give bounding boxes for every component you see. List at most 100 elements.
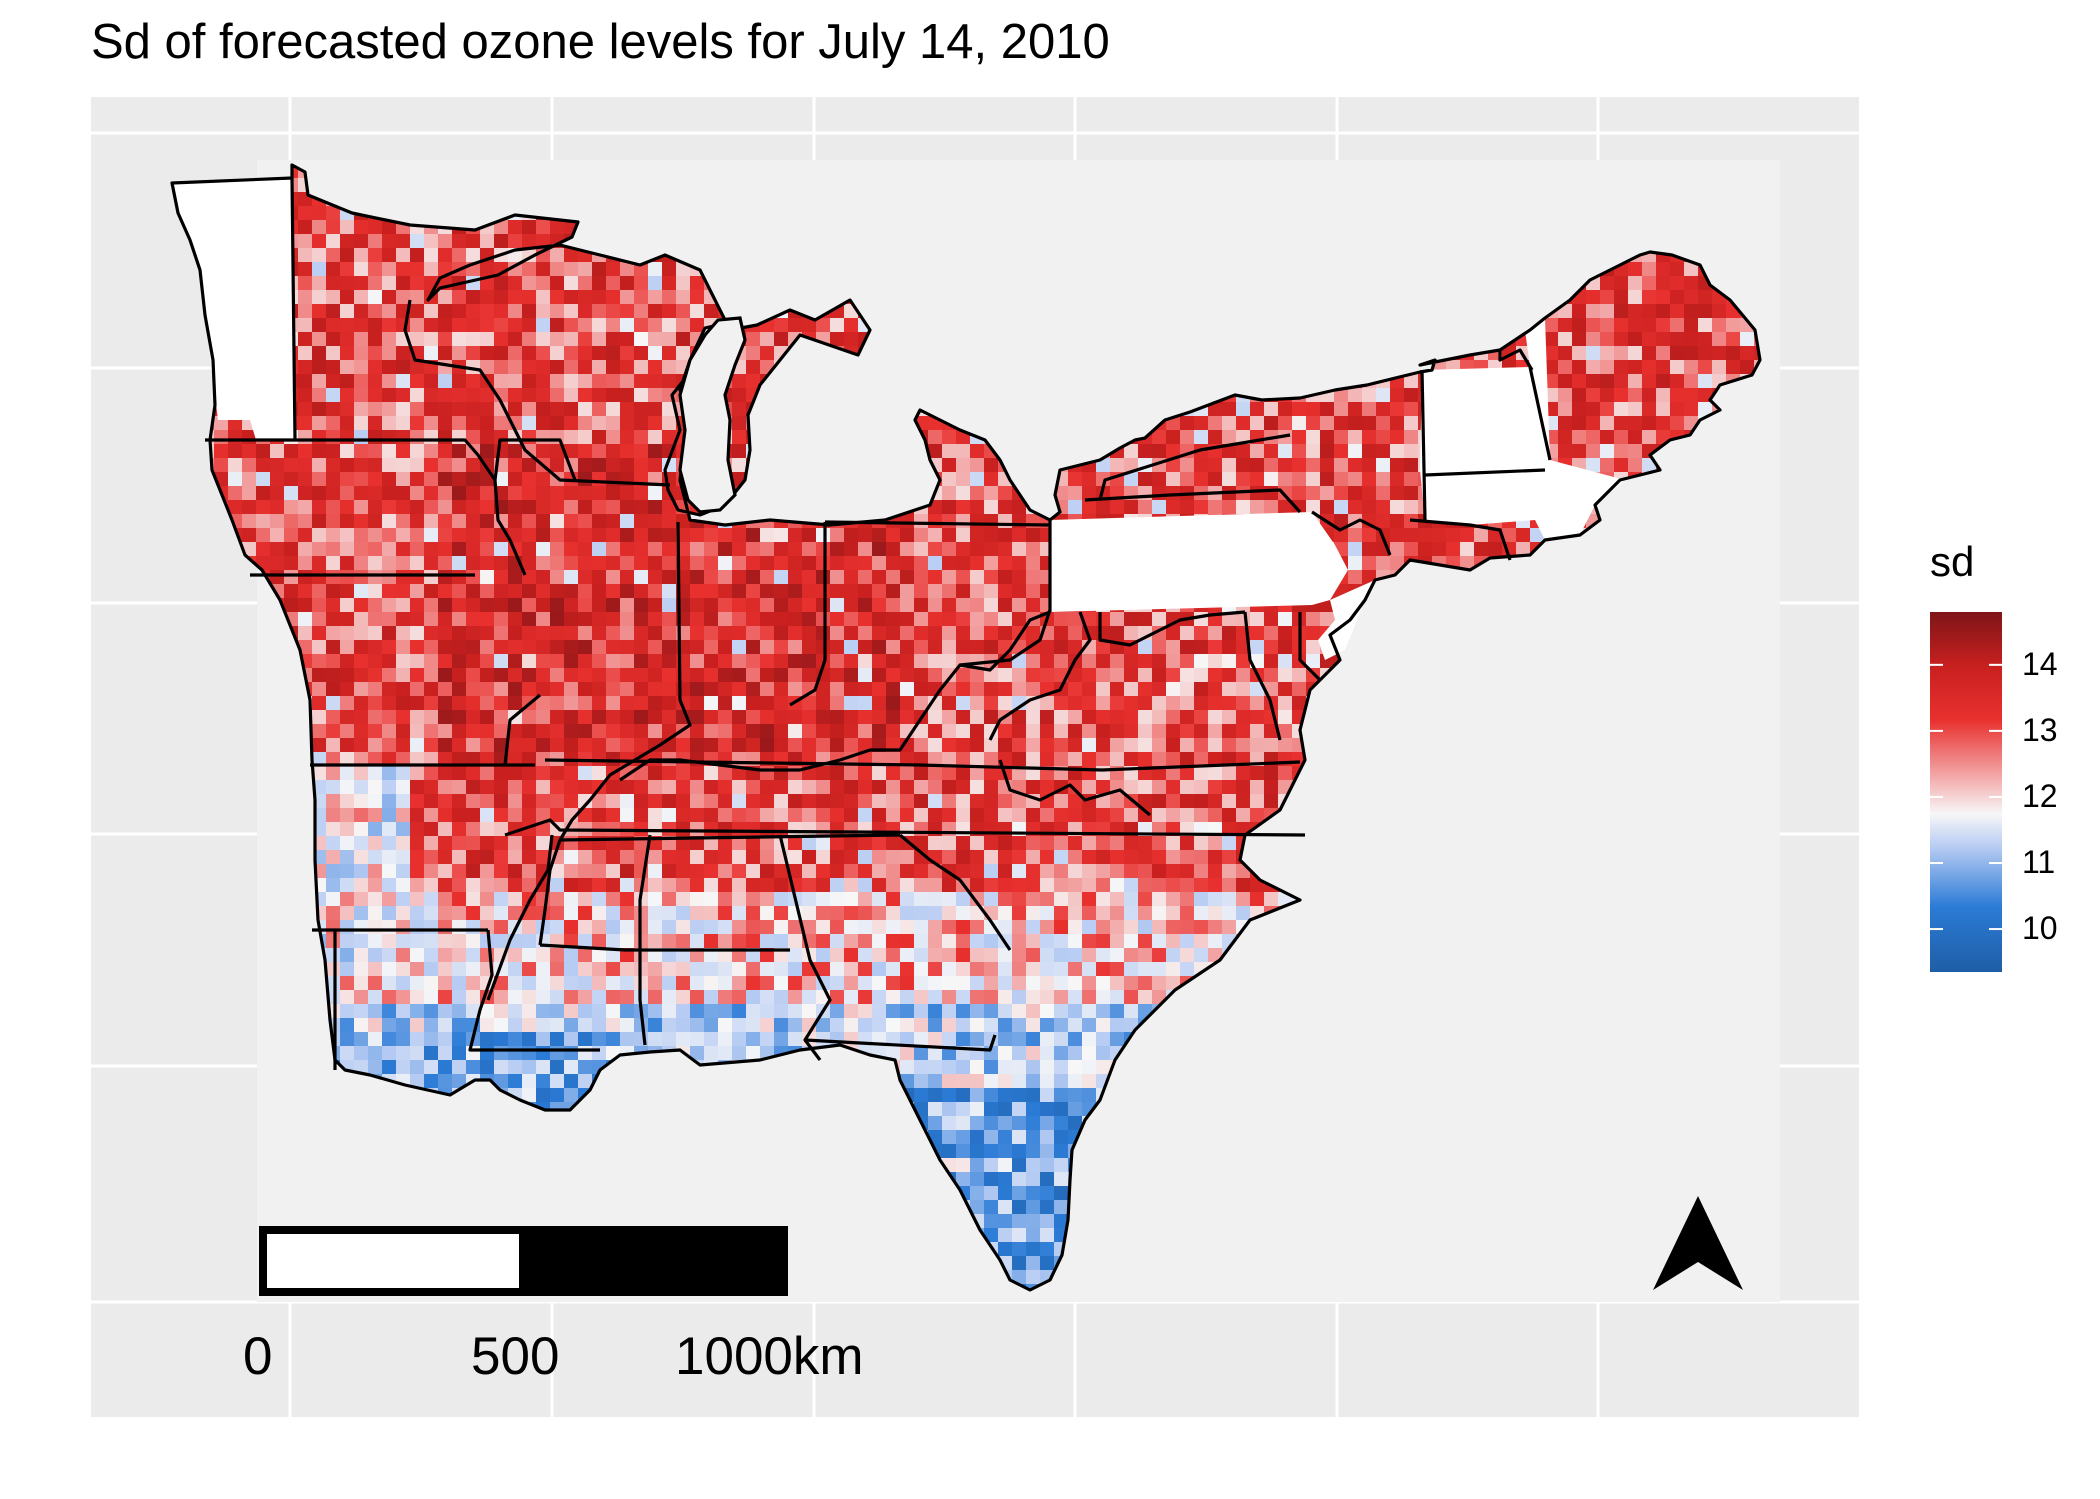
raster-cell [620,430,635,445]
raster-cell [536,388,551,403]
raster-cell [550,598,565,613]
raster-cell [1110,612,1125,627]
raster-cell [1152,472,1167,487]
raster-cell [1250,444,1265,459]
raster-cell [452,486,467,501]
raster-cell [1390,500,1405,515]
raster-cell [424,626,439,641]
raster-cell [648,374,663,389]
raster-cell [956,584,971,599]
raster-cell [578,570,593,585]
raster-cell [620,304,635,319]
raster-cell [634,570,649,585]
raster-cell [1390,430,1405,445]
raster-cell [704,612,719,627]
raster-cell [382,682,397,697]
raster-cell [354,290,369,305]
raster-cell [536,570,551,585]
raster-cell [1348,472,1363,487]
raster-cell [1432,528,1447,543]
raster-cell [354,500,369,515]
raster-cell [690,752,705,767]
raster-cell [396,360,411,375]
raster-cell [746,332,761,347]
raster-cell [746,598,761,613]
raster-cell [732,402,747,417]
raster-cell [298,570,313,585]
raster-cell [970,738,985,753]
raster-cell [1712,332,1727,347]
raster-cell [466,598,481,613]
raster-cell [984,696,999,711]
raster-cell [1348,444,1363,459]
raster-cell [1586,360,1601,375]
raster-cell [480,304,495,319]
raster-cell [508,626,523,641]
raster-cell [606,654,621,669]
raster-cell [508,388,523,403]
raster-cell [508,514,523,529]
raster-cell [1264,402,1279,417]
raster-cell [1656,262,1671,277]
raster-cell [536,668,551,683]
raster-cell [1572,388,1587,403]
raster-cell [1138,668,1153,683]
raster-cell [620,598,635,613]
raster-cell [326,206,341,221]
raster-cell [1320,444,1335,459]
raster-cell [1404,444,1419,459]
raster-cell [578,668,593,683]
raster-cell [1684,290,1699,305]
raster-cell [844,696,859,711]
raster-cell [438,626,453,641]
raster-cell [1110,710,1125,725]
raster-cell [438,346,453,361]
raster-cell [340,416,355,431]
raster-cell [466,402,481,417]
raster-cell [1586,458,1601,473]
raster-cell [466,584,481,599]
raster-cell [900,542,915,557]
raster-cell [438,724,453,739]
raster-cell [1110,668,1125,683]
raster-cell [942,696,957,711]
raster-cell [704,668,719,683]
raster-cell [984,584,999,599]
raster-cell [606,570,621,585]
raster-cell [1642,402,1657,417]
raster-cell [550,528,565,543]
raster-cell [606,402,621,417]
raster-cell [1250,640,1265,655]
raster-cell [466,458,481,473]
raster-cell [340,766,355,781]
raster-cell [452,458,467,473]
raster-cell [704,738,719,753]
raster-cell [956,570,971,585]
raster-cell [592,584,607,599]
raster-cell [1572,304,1587,319]
raster-cell [438,696,453,711]
raster-cell [1152,682,1167,697]
raster-cell [1208,626,1223,641]
raster-cell [536,486,551,501]
raster-cell [522,262,537,277]
raster-cell [872,584,887,599]
raster-cell [592,332,607,347]
raster-cell [410,388,425,403]
raster-cell [298,220,313,235]
raster-cell [1194,682,1209,697]
raster-cell [1306,500,1321,515]
raster-cell [1236,668,1251,683]
raster-cell [872,640,887,655]
raster-cell [634,528,649,543]
raster-cell [354,640,369,655]
raster-cell [662,640,677,655]
raster-cell [424,640,439,655]
raster-cell [1250,626,1265,641]
raster-cell [340,528,355,543]
raster-cell [522,654,537,669]
raster-cell [900,640,915,655]
raster-cell [1292,472,1307,487]
raster-cell [298,402,313,417]
raster-cell [984,682,999,697]
